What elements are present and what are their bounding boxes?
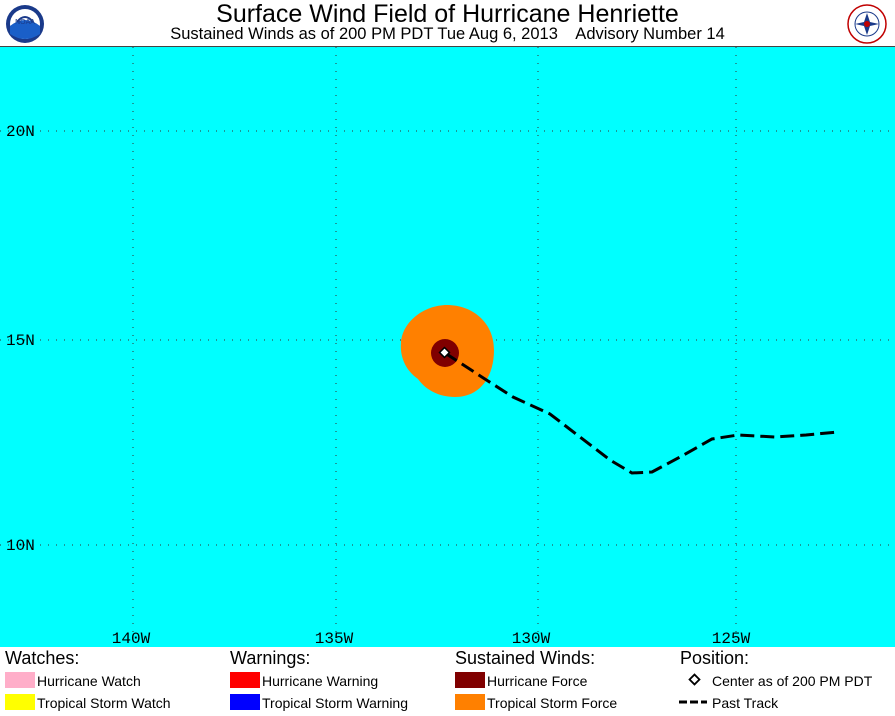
tropical-storm-watch-swatch	[5, 694, 35, 710]
legend-position-title: Position:	[680, 648, 750, 668]
map-title: Surface Wind Field of Hurricane Henriett…	[216, 0, 679, 28]
legend-sustained-winds: Sustained Winds: Hurricane Force Tropica…	[455, 647, 617, 711]
map-canvas: 20N 15N 10N 140W 135W 130W 125W	[0, 47, 895, 647]
tropical-storm-force-swatch	[455, 694, 485, 710]
lat-label-20n: 20N	[6, 123, 35, 141]
header: NOAA Surface Wind Field of Hurricane Hen…	[0, 0, 895, 46]
lat-label-10n: 10N	[6, 537, 35, 555]
hurricane-warning-label: Hurricane Warning	[262, 673, 379, 689]
past-track-dash-icon	[679, 700, 707, 704]
lat-labels: 20N 15N 10N	[6, 123, 35, 555]
lon-label-140w: 140W	[112, 630, 151, 647]
storm-center-marker	[438, 346, 451, 359]
lon-label-135w: 135W	[315, 630, 354, 647]
legend-warnings-title: Warnings:	[230, 648, 311, 668]
legend: Watches: Hurricane Watch Tropical Storm …	[0, 647, 895, 716]
legend-winds-title: Sustained Winds:	[455, 648, 596, 668]
hurricane-watch-swatch	[5, 672, 35, 688]
legend-warnings: Warnings: Hurricane Warning Tropical Sto…	[230, 647, 408, 711]
svg-text:NOAA: NOAA	[15, 19, 35, 26]
wind-field-map: 20N 15N 10N 140W 135W 130W 125W	[0, 46, 895, 647]
hurricane-warning-swatch	[230, 672, 260, 688]
legend-position: Position: Center as of 200 PM PDT Past T…	[679, 647, 872, 711]
map-subtitle: Sustained Winds as of 200 PM PDT Tue Aug…	[170, 25, 725, 43]
hurricane-force-label: Hurricane Force	[487, 673, 588, 689]
past-track-label: Past Track	[712, 695, 779, 711]
tropical-storm-warning-label: Tropical Storm Warning	[262, 695, 409, 711]
lon-label-130w: 130W	[512, 630, 551, 647]
center-label: Center as of 200 PM PDT	[712, 673, 873, 689]
hurricane-watch-label: Hurricane Watch	[37, 673, 141, 689]
past-track-line	[444, 351, 839, 475]
tropical-storm-watch-label: Tropical Storm Watch	[37, 695, 171, 711]
center-diamond-icon	[688, 673, 701, 686]
lon-label-125w: 125W	[712, 630, 751, 647]
legend-watches-title: Watches:	[5, 648, 80, 668]
lat-label-15n: 15N	[6, 332, 35, 350]
nws-logo-icon	[847, 4, 887, 44]
hurricane-force-swatch	[455, 672, 485, 688]
legend-watches: Watches: Hurricane Watch Tropical Storm …	[5, 647, 171, 711]
lon-labels: 140W 135W 130W 125W	[112, 630, 751, 647]
tropical-storm-force-label: Tropical Storm Force	[487, 695, 618, 711]
tropical-storm-warning-swatch	[230, 694, 260, 710]
noaa-logo-icon: NOAA	[6, 5, 44, 43]
